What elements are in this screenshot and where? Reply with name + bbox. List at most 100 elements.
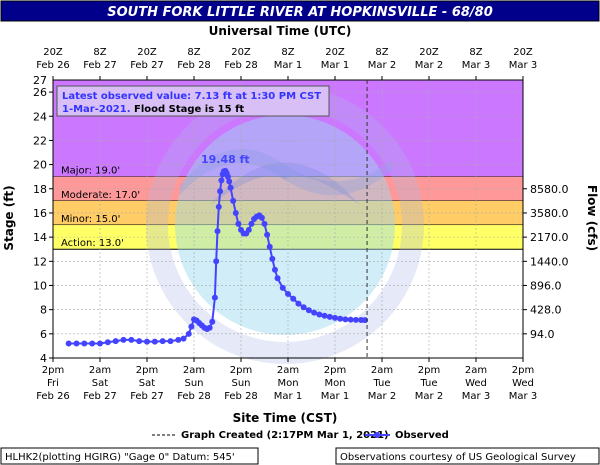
observed-point xyxy=(337,315,344,322)
observed-point xyxy=(321,312,328,319)
observed-point xyxy=(213,258,220,265)
y-tick-label: 27 xyxy=(33,74,47,87)
x-tick-label-time: 2pm xyxy=(230,365,252,376)
band-label-moderate: Moderate: 17.0' xyxy=(61,190,140,201)
x-tick-label-date: Feb 27 xyxy=(83,391,117,402)
y-tick-label: 22 xyxy=(33,134,47,147)
x-tick-label-date: Feb 28 xyxy=(177,391,211,402)
top-tick-label-date: Mar 1 xyxy=(274,60,302,71)
x-tick-label-time: 2am xyxy=(465,365,487,376)
observed-point xyxy=(258,214,265,221)
x-tick-label-day: Sun xyxy=(184,378,203,389)
top-tick-label-time: 20Z xyxy=(419,47,439,58)
footer-right-box xyxy=(335,447,600,465)
y-tick-label: 10 xyxy=(33,279,47,292)
observed-point xyxy=(144,338,150,345)
observed-point xyxy=(215,203,222,210)
top-tick-label-time: 20Z xyxy=(513,47,533,58)
y-tick-label: 14 xyxy=(33,231,47,244)
latest-observed-box xyxy=(56,85,330,117)
observed-point xyxy=(290,295,297,302)
x-tick-label-date: Mar 3 xyxy=(462,391,490,402)
observed-point xyxy=(188,323,195,330)
x-tick-label-time: 2pm xyxy=(324,365,346,376)
watermark-wave xyxy=(180,149,392,196)
observed-point xyxy=(230,197,237,204)
band-label-major: Major: 19.0' xyxy=(61,166,120,177)
observed-point xyxy=(305,307,312,314)
observed-point xyxy=(89,340,96,347)
observed-point xyxy=(300,304,307,311)
x-tick-label-day: Wed xyxy=(512,378,534,389)
observed-point xyxy=(211,294,218,301)
x-tick-label-time: 2am xyxy=(183,365,205,376)
observed-point xyxy=(151,338,158,345)
y-tick-label: 16 xyxy=(33,207,47,220)
y-tick-label: 8 xyxy=(40,304,47,317)
noaa-watermark xyxy=(146,86,424,364)
x-tick-label-day: Tue xyxy=(372,378,390,389)
observed-point xyxy=(316,311,323,318)
x-tick-label-date: Mar 1 xyxy=(274,391,302,402)
x-tick-label-time: 2pm xyxy=(418,365,440,376)
top-tick-label-time: 20Z xyxy=(325,47,345,58)
top-tick-label-time: 8Z xyxy=(93,47,106,58)
top-tick-label-date: Feb 27 xyxy=(130,60,164,71)
band-label-minor: Minor: 15.0' xyxy=(61,214,120,225)
top-tick-label-date: Feb 26 xyxy=(36,60,70,71)
x-tick-label-day: Sat xyxy=(92,378,108,389)
flood-stage-text: Flood Stage is 15 ft xyxy=(134,104,244,115)
observed-point xyxy=(128,336,135,343)
observed-point xyxy=(81,340,88,347)
x-tick-label-time: 2am xyxy=(277,365,299,376)
y-tick-label: 18 xyxy=(33,183,47,196)
title-bar xyxy=(0,0,600,22)
observed-point xyxy=(232,209,239,216)
y-tick-label: 4 xyxy=(40,352,47,365)
x-tick-label-date: Mar 3 xyxy=(509,391,537,402)
flow-tick-label: 3580.0 xyxy=(530,207,569,220)
flow-tick-label: 8580.0 xyxy=(530,183,569,196)
x-tick-label-time: 2pm xyxy=(136,365,158,376)
observed-point xyxy=(362,317,369,324)
y-tick-label: 6 xyxy=(40,328,47,341)
observed-point xyxy=(248,220,255,227)
y-axis-label: Stage (ft) xyxy=(2,185,16,250)
observed-point xyxy=(185,330,192,337)
top-tick-label-time: 20Z xyxy=(43,47,63,58)
x-axis-label: Site Time (CST) xyxy=(233,411,338,425)
observed-point xyxy=(352,316,359,323)
top-tick-label-date: Feb 28 xyxy=(224,60,258,71)
top-tick-label-time: 20Z xyxy=(231,47,251,58)
footer-left-box xyxy=(0,447,259,465)
observed-point xyxy=(311,309,318,316)
watermark-disc xyxy=(175,115,395,335)
top-tick-label-time: 8Z xyxy=(469,47,482,58)
y-tick-label: 26 xyxy=(33,86,47,99)
x-tick-label-time: 2am xyxy=(371,365,393,376)
latest-observed-date: 1-Mar-2021. xyxy=(62,104,134,115)
flow-tick-label: 2170.0 xyxy=(530,231,569,244)
observed-point xyxy=(266,243,273,250)
legend-observed-label: Observed xyxy=(395,430,449,441)
observed-point xyxy=(104,339,111,346)
x-tick-label-time: 2pm xyxy=(512,365,534,376)
observed-point xyxy=(65,340,72,347)
observed-point xyxy=(264,231,271,238)
observed-point xyxy=(274,275,281,282)
observed-point xyxy=(180,335,187,342)
observed-point xyxy=(159,338,166,345)
observed-point xyxy=(285,290,291,297)
flow-tick-label: 896.0 xyxy=(530,279,562,292)
legend-observed-marker-icon xyxy=(374,432,380,438)
observed-point xyxy=(271,266,278,273)
observed-point xyxy=(136,338,143,345)
observed-point xyxy=(218,177,225,184)
observed-point xyxy=(97,340,103,347)
observed-point xyxy=(120,336,127,343)
observed-point xyxy=(224,173,231,180)
observed-point xyxy=(206,324,213,331)
observed-point xyxy=(214,228,221,235)
peak-label: 19.48 ft xyxy=(201,153,250,166)
observed-point xyxy=(227,184,234,191)
